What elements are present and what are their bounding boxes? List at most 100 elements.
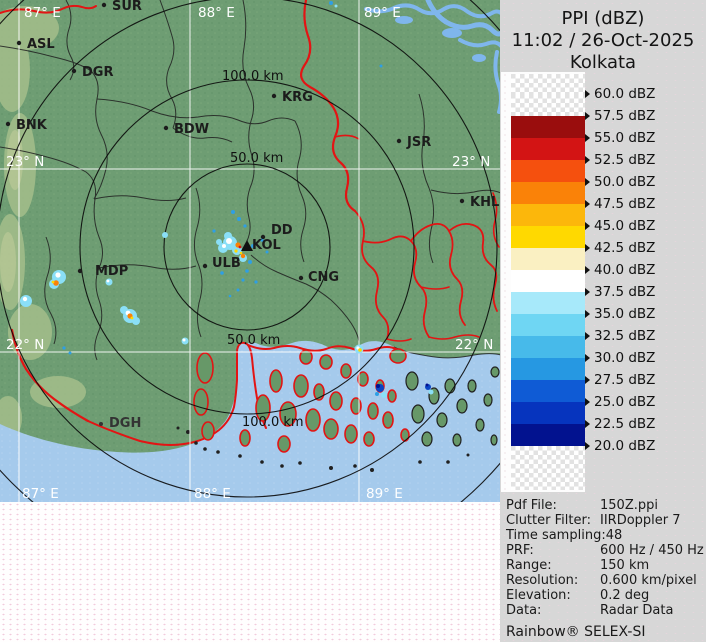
river-top-left [0, 4, 97, 14]
lat-label-22-left: 22° N [6, 337, 44, 353]
legend-band-30-27 [511, 358, 585, 380]
legend-arrow-icon [585, 398, 590, 406]
svg-text:ULB: ULB [212, 256, 241, 271]
ring-label-50-top: 50.0 km [230, 151, 283, 166]
legend-band-50-47 [511, 182, 585, 204]
lon-label-87-top: 87° E [24, 5, 61, 21]
legend-label-37: 37.5 dBZ [585, 284, 655, 300]
legend-band-35-32 [511, 314, 585, 336]
legend-arrow-icon [585, 442, 590, 450]
legend-label-25: 25.0 dBZ [585, 394, 655, 410]
svg-text:CNG: CNG [308, 270, 339, 285]
legend-label-20: 20.0 dBZ [585, 438, 655, 454]
station-bnk: BNK [5, 118, 48, 133]
station-mdp: MDP [77, 264, 128, 279]
ring-label-100-bottom: 100.0 km [242, 415, 304, 430]
legend-label-35: 35.0 dBZ [585, 306, 655, 322]
svg-text:DGR: DGR [82, 65, 113, 80]
station-cng: CNG [298, 270, 339, 285]
title-block: PPI (dBZ) 11:02 / 26-Oct-2025 Kolkata [500, 8, 706, 74]
legend-label-50: 50.0 dBZ [585, 174, 655, 190]
meta-row-pdf-file: Pdf File: 150Z.ppi [506, 498, 658, 513]
svg-text:KOL: KOL [252, 238, 281, 253]
meta-row-resolution: Resolution: 0.600 km/pixel [506, 573, 697, 588]
station-markers: SUR ASL DGR BNK BDW KRG JSR KHL MDP DD K… [5, 0, 499, 431]
legend-band-checker-60 [511, 94, 585, 116]
legend-label-32: 32.5 dBZ [585, 328, 655, 344]
svg-text:SUR: SUR [112, 0, 142, 14]
legend-label-60: 60.0 dBZ [585, 86, 655, 102]
lat-label-23-left: 23° N [6, 154, 44, 170]
delta-coast [247, 344, 397, 352]
ring-label-100-top: 100.0 km [222, 69, 284, 84]
radar-station-name: Kolkata [569, 52, 637, 73]
radar-echoes [20, 1, 434, 398]
legend-arrow-icon [585, 156, 590, 164]
radar-map-canvas: 100.0 km 50.0 km 50.0 km 100.0 km 87° E … [0, 0, 581, 581]
ring-labels: 100.0 km 50.0 km 50.0 km 100.0 km [222, 69, 304, 430]
legend-arrow-icon [585, 112, 590, 120]
islets [176, 426, 470, 472]
legend-band-52-50 [511, 160, 585, 182]
district-boundaries [0, 0, 502, 361]
legend-band-checker-top [511, 74, 585, 94]
legend-band-37-35 [511, 292, 585, 314]
lat-label-22-right: 22° N [455, 337, 493, 353]
legend-band-57-55 [511, 116, 585, 138]
rivers [364, 0, 504, 114]
legend-label-55: 55.0 dBZ [585, 130, 655, 146]
station-ulb: ULB [202, 256, 241, 271]
station-sur: SUR [101, 0, 142, 14]
echo-patches-south [181, 1, 434, 398]
station-dgh: DGH [99, 416, 141, 431]
legend-band-22-20 [511, 424, 585, 446]
legend-arrow-icon [585, 420, 590, 428]
legend-arrow-icon [585, 90, 590, 98]
legend-band-40-37 [511, 270, 585, 292]
legend-arrow-icon [585, 288, 590, 296]
legend-label-40: 40.0 dBZ [585, 262, 655, 278]
lon-label-89-top: 89° E [364, 5, 401, 21]
echo-cluster-midnapore [20, 232, 168, 355]
station-bdw: BDW [163, 122, 209, 137]
legend-band-45-42 [511, 226, 585, 248]
station-asl: ASL [16, 37, 55, 52]
legend-arrow-icon [585, 332, 590, 340]
station-dd: DD [260, 223, 293, 240]
lon-label-88-bottom: 88° E [194, 486, 231, 502]
station-kol-radar-site: KOL [241, 238, 281, 253]
international-border [299, 0, 357, 213]
meta-row-clutter-filter: Clutter Filter: IIRDoppler 7 [506, 513, 681, 528]
legend-band-47-45 [511, 204, 585, 226]
sundarbans-islands [193, 348, 410, 453]
legend-arrow-icon [585, 310, 590, 318]
metadata-block: Pdf File: 150Z.ppi Clutter Filter: IIRDopp… [506, 498, 704, 641]
svg-text:DGH: DGH [109, 416, 141, 431]
legend-label-30: 30.0 dBZ [585, 350, 655, 366]
svg-text:DD: DD [271, 223, 293, 238]
station-dgr: DGR [71, 65, 113, 80]
meta-row-range: Range: 150 km [506, 558, 650, 573]
radar-map: 100.0 km 50.0 km 50.0 km 100.0 km 87° E … [0, 0, 581, 581]
legend-band-27-25 [511, 380, 585, 402]
legend-band-32-30 [511, 336, 585, 358]
svg-text:KHL: KHL [470, 195, 499, 210]
legend-band-55-52 [511, 138, 585, 160]
svg-text:BNK: BNK [16, 118, 48, 133]
station-krg: KRG [271, 90, 313, 105]
legend-arrow-icon [585, 244, 590, 252]
ring-label-50-bottom: 50.0 km [227, 333, 280, 348]
lat-label-23-right: 23° N [452, 154, 490, 170]
legend-label-42: 42.5 dBZ [585, 240, 655, 256]
legend-arrow-icon [585, 134, 590, 142]
svg-text:BDW: BDW [174, 122, 209, 137]
graticule [0, 0, 501, 502]
legend-band-checker-bottom [511, 446, 585, 490]
legend-label-45: 45.0 dBZ [585, 218, 655, 234]
product-title: PPI (dBZ) [561, 8, 645, 29]
lon-label-89-bottom: 89° E [366, 486, 403, 502]
legend-arrow-icon [585, 266, 590, 274]
graticule-labels: 87° E 88° E 89° E 87° E 88° E 89° E 23° … [6, 5, 493, 502]
lon-label-87-bottom: 87° E [22, 486, 59, 502]
